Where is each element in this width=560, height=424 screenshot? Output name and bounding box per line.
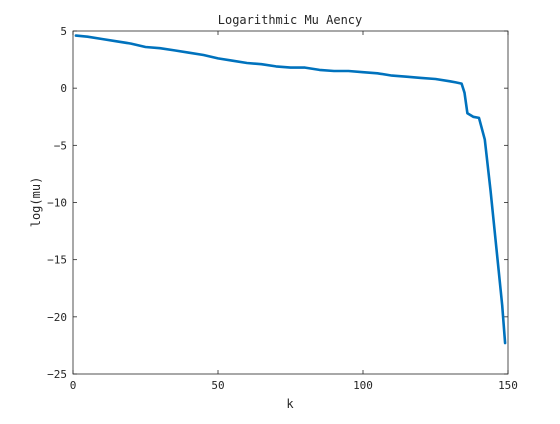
x-tick-label: 0 bbox=[70, 379, 77, 392]
series-layer bbox=[74, 34, 507, 345]
series-line bbox=[74, 34, 507, 345]
x-tick-label: 50 bbox=[211, 379, 224, 392]
y-tick-label: 0 bbox=[60, 82, 67, 95]
y-tick-label: 5 bbox=[60, 25, 67, 38]
x-axis-ticks: 0 50 100 150 bbox=[70, 31, 518, 392]
y-tick-label: −5 bbox=[54, 139, 67, 152]
x-tick-label: 100 bbox=[353, 379, 373, 392]
x-tick-label: 150 bbox=[498, 379, 518, 392]
y-tick-label: −15 bbox=[47, 254, 67, 267]
chart-title: Logarithmic Mu Aency bbox=[218, 13, 363, 27]
y-axis-label: log(mu) bbox=[29, 177, 43, 228]
x-axis-label: k bbox=[286, 397, 294, 411]
plot-area bbox=[72, 30, 509, 375]
y-tick-label: −20 bbox=[47, 311, 67, 324]
y-tick-label: −10 bbox=[47, 197, 67, 210]
y-axis-ticks: 5 0 −5 −10 −15 −20 −25 bbox=[47, 25, 508, 381]
y-tick-label: −25 bbox=[47, 368, 67, 381]
